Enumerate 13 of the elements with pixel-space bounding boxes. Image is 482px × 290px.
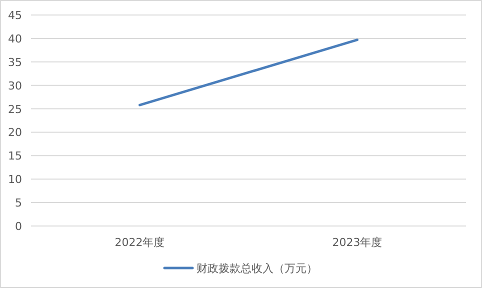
legend-label: 财政拨款总收入（万元）: [196, 262, 318, 275]
x-tick-label: 2022年度: [114, 236, 165, 249]
y-tick-label: 5: [15, 196, 22, 210]
y-tick-label: 25: [8, 102, 22, 116]
x-tick-label: 2023年度: [332, 236, 382, 249]
y-tick-label: 40: [8, 32, 22, 46]
y-tick-label: 20: [8, 126, 22, 140]
y-tick-label: 0: [15, 220, 22, 233]
y-tick-label: 15: [8, 150, 22, 163]
y-tick-label: 35: [8, 56, 22, 69]
y-tick-label: 10: [8, 173, 22, 186]
y-tick-label: 45: [8, 9, 22, 22]
y-tick-label: 30: [8, 79, 22, 92]
